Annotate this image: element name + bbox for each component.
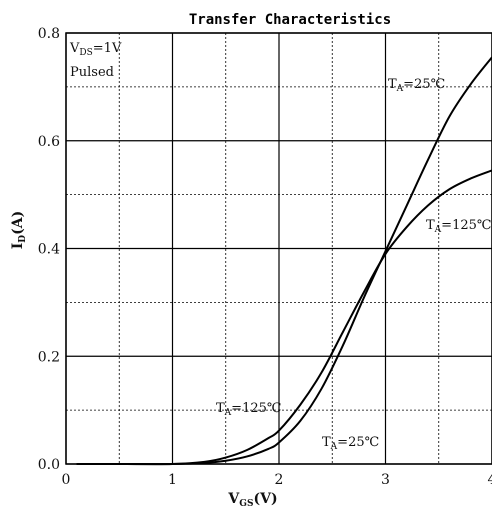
x-tick-label: 1	[168, 472, 177, 488]
x-axis-label: VGS(V)	[227, 491, 277, 509]
y-tick-label: 0.8	[38, 26, 60, 42]
x-tick-label: 2	[275, 472, 284, 488]
y-tick-label: 0.2	[38, 349, 60, 365]
y-axis-label: ID(A)	[10, 211, 28, 250]
y-tick-label: 0.0	[38, 457, 60, 473]
series-group	[76, 56, 492, 466]
series-label-125c-bottom: TA=125℃	[216, 401, 281, 418]
chart-title: Transfer Characteristics	[189, 12, 391, 28]
series-line-ta-125c	[76, 169, 492, 466]
y-tick-label: 0.4	[38, 242, 60, 258]
tick-labels: 0 1 2 3 4 0.0 0.2 0.4 0.6 0.8	[38, 26, 492, 488]
condition-vds: VDS=1V	[69, 41, 122, 58]
series-label-125c-right: TA=125℃	[426, 218, 491, 235]
x-tick-label: 4	[488, 472, 492, 488]
plot-frame	[65, 32, 492, 465]
x-tick-label: 0	[62, 472, 71, 488]
series-label-25c-top: TA=25℃	[388, 77, 445, 94]
x-tick-label: 3	[381, 472, 390, 488]
grid	[65, 32, 492, 465]
series-line-ta-25c	[76, 56, 492, 466]
series-label-25c-bottom: TA=25℃	[322, 435, 379, 452]
y-tick-label: 0.6	[38, 134, 60, 150]
condition-pulsed: Pulsed	[70, 65, 114, 80]
